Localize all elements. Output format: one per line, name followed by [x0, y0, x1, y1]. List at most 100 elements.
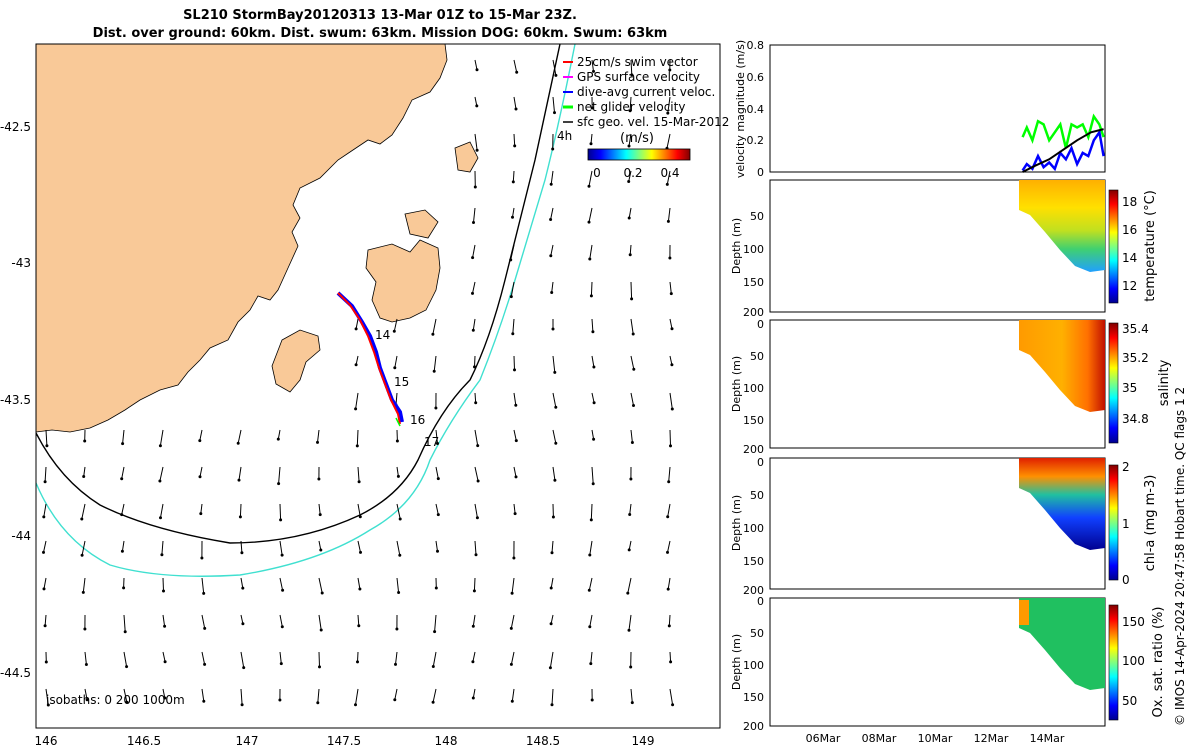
velocity-arrow [318, 503, 321, 515]
velocity-arrow-head [630, 73, 634, 77]
velocity-arrow-head [120, 549, 124, 553]
velocity-arrow-head [394, 662, 397, 666]
velocity-arrow-head [436, 513, 440, 517]
velocity-arrow-head [120, 477, 124, 481]
velocity-arrow [474, 429, 479, 446]
glider-track-net [395, 417, 401, 427]
oxygen-surface-patch [1019, 600, 1029, 625]
sal-ytick: 100 [743, 382, 764, 395]
velocity-arrow [512, 170, 515, 182]
velocity-arrow-head [553, 111, 556, 115]
velocity-arrow [474, 392, 477, 403]
velocity-arrow [201, 577, 205, 594]
velocity-arrow-head [513, 512, 517, 516]
velocity-arrow [81, 540, 86, 556]
velocity-arrow-head [588, 553, 592, 557]
bruny-island-land [271, 329, 321, 393]
velocity-arrow [550, 170, 554, 185]
velocity-arrow [474, 59, 478, 70]
velocity-arrow-head [473, 365, 476, 369]
velocity-arrow-head [474, 401, 478, 405]
velocity-arrow [473, 577, 476, 591]
velocity-arrow [84, 688, 88, 700]
velocity-arrow [630, 355, 635, 370]
velocity-arrow-head [121, 442, 125, 446]
velocity-arrow-head [473, 185, 477, 189]
velocity-arrow-head [85, 698, 89, 702]
chl-ytick: 100 [743, 522, 764, 535]
velocity-arrow-head [125, 700, 129, 704]
chl-ytick: 0 [757, 456, 764, 469]
velocity-arrow-head [199, 512, 203, 516]
velocity-arrow-head [45, 444, 49, 448]
velocity-arrow [357, 540, 361, 553]
velocity-arrow [122, 429, 125, 444]
velocity-arrow [123, 688, 128, 703]
velocity-arrow-head [474, 553, 478, 557]
map-x-ticks: 146 146.5 147 147.5 148 148.5 149 [35, 734, 655, 748]
velocity-arrow [435, 540, 438, 552]
velocity-arrow-head [392, 329, 396, 333]
chl-panel: 0 50 100 150 200 Depth (m) 0 1 2 chl-a (… [730, 456, 1158, 597]
ox-ytick: 50 [750, 627, 764, 640]
velocity-arrow-head [476, 444, 480, 448]
legend-label-geo: sfc geo. vel. 15-Mar-2012 [577, 115, 729, 129]
velocity-arrow [668, 466, 671, 482]
velocity-arrow-head [159, 516, 162, 520]
velocity-arrow [84, 651, 87, 665]
velocity-arrow-head [81, 590, 85, 594]
velocity-arrow-head [511, 332, 515, 336]
velocity-arrow [201, 651, 206, 665]
isobath-200m [36, 44, 561, 544]
velocity-arrow [669, 281, 672, 294]
map-ytick: -43.5 [0, 393, 31, 407]
velocity-arrow-head [666, 111, 670, 115]
velocity-arrow-head [276, 437, 280, 441]
velocity-arrow-head [509, 662, 513, 666]
velocity-arrow-head [591, 330, 595, 334]
velocity-arrow-head [471, 328, 475, 332]
velocity-arrow-head [398, 517, 402, 521]
velocity-arrow-head [158, 479, 162, 483]
salinity-ylabel: Depth (m) [730, 356, 743, 412]
velocity-arrow [510, 244, 515, 261]
velocity-arrow-head [671, 703, 675, 707]
velocity-arrow-head [320, 591, 324, 595]
velocity-arrow [357, 577, 361, 590]
velocity-arrow-head [42, 550, 45, 554]
velocity-arrow [199, 429, 203, 441]
velocity-arrow [550, 244, 554, 256]
chart-subtitle: Dist. over ground: 60km. Dist. swum: 63k… [92, 26, 668, 41]
velocity-arrow [279, 614, 283, 627]
velocity-arrow-head [627, 216, 631, 220]
velocity-arrow-head [509, 295, 513, 299]
velocity-arrow [432, 318, 437, 335]
velocity-arrow [551, 281, 554, 293]
velocity-arrow [159, 429, 164, 446]
velocity-arrow-head [471, 291, 474, 295]
velocity-arrow [472, 651, 476, 662]
velocity-arrow-head [82, 475, 86, 478]
velocity-arrow [474, 133, 478, 151]
velocity-arrow [396, 503, 401, 520]
temp-cbar-tick: 14 [1122, 251, 1137, 265]
velocity-arrow [552, 429, 557, 444]
velocity-arrow [669, 392, 673, 410]
velocity-arrow [590, 503, 593, 520]
velocity-arrow-head [318, 665, 321, 669]
velocity-arrow [666, 133, 671, 149]
velocity-arrow-head [669, 292, 673, 296]
velocity-arrow-head [83, 627, 87, 631]
speed-colorbar [587, 148, 691, 161]
credit-text: © IMOS 14-Apr-2024 20:47:58 Hobart time.… [1173, 386, 1187, 726]
temp-ytick: 50 [750, 210, 764, 223]
velocity-arrow [44, 614, 47, 626]
velocity-arrow-head [668, 68, 672, 72]
map-xtick: 147.5 [327, 734, 361, 748]
velocity-arrow-head [476, 479, 480, 483]
velocity-arrow-head [472, 221, 475, 224]
velocity-arrow-head [515, 70, 519, 74]
velocity-arrow [629, 503, 632, 515]
velocity-arrow-head [241, 586, 245, 590]
velocity-arrow [591, 318, 594, 332]
